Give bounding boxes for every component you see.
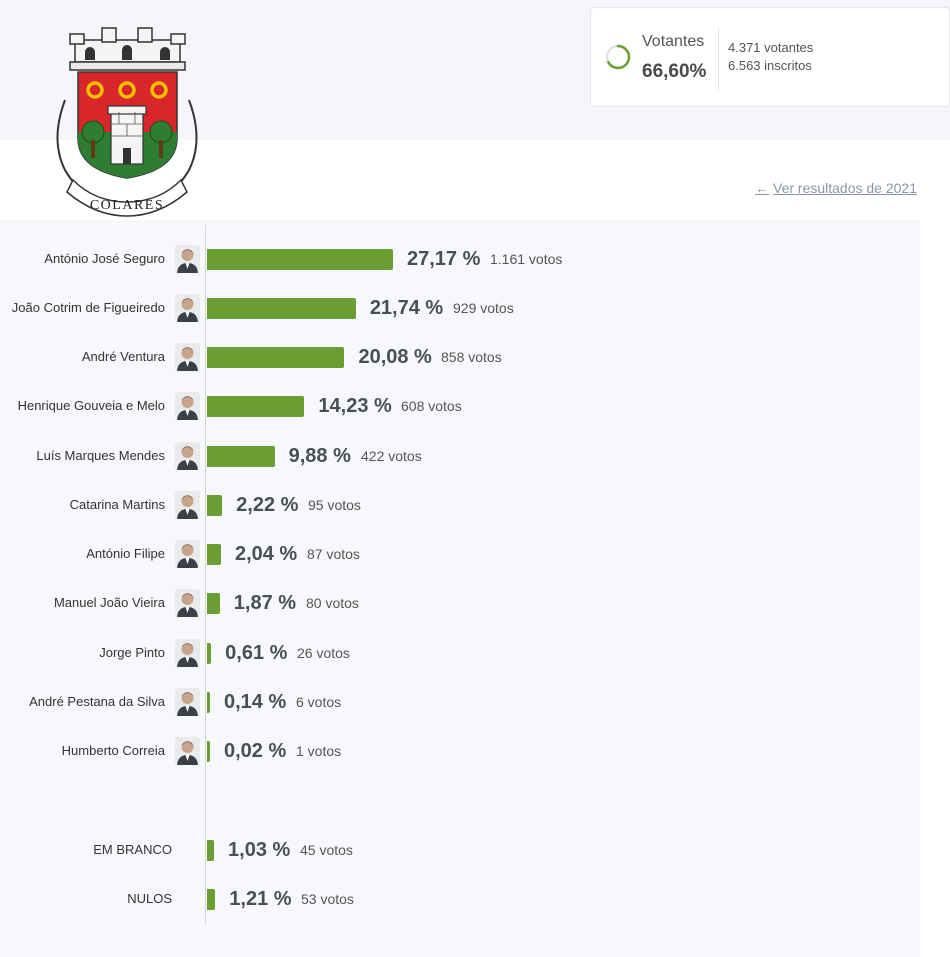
result-bar <box>207 446 275 467</box>
arrow-left-icon: ← <box>755 180 769 196</box>
turnout-registered: 6.563 inscritos <box>728 58 812 73</box>
candidate-photo-icon <box>175 245 200 273</box>
candidate-photo-icon <box>175 491 200 519</box>
turnout-card: Votantes 66,60% 4.371 votantes 6.563 ins… <box>590 7 950 107</box>
result-percent-label: 20,08 % <box>358 346 432 368</box>
crest-ribbon-text: COLARES <box>90 198 164 213</box>
candidate-photo-icon <box>175 442 200 470</box>
previous-results-link[interactable]: ← Ver resultados de 2021 <box>755 180 917 196</box>
result-row: Manuel João Vieira 1,87 % 80 votos <box>0 588 920 618</box>
candidate-name: Catarina Martins <box>69 497 165 512</box>
turnout-ring-icon <box>605 44 631 70</box>
result-bar <box>207 692 210 713</box>
result-votes-label: 1.161 votos <box>490 251 563 267</box>
result-row: Jorge Pinto 0,61 % 26 votos <box>0 638 920 668</box>
candidate-name: Humberto Correia <box>61 743 165 758</box>
candidate-photo-icon <box>175 737 200 765</box>
result-votes-label: 858 votos <box>441 349 502 365</box>
result-percent-label: 0,14 % <box>224 691 287 713</box>
candidate-name: NULOS <box>127 891 172 906</box>
result-percent-label: 27,17 % <box>407 248 481 270</box>
result-bar <box>207 889 216 910</box>
candidate-name: Henrique Gouveia e Melo <box>17 398 165 413</box>
candidate-name: João Cotrim de Figueiredo <box>11 300 165 315</box>
result-row: João Cotrim de Figueiredo 21,74 % 929 voto… <box>0 293 920 323</box>
turnout-label: Votantes <box>642 33 705 50</box>
candidate-name: Luís Marques Mendes <box>36 448 165 463</box>
result-row: Humberto Correia 0,02 % 1 votos <box>0 736 920 766</box>
turnout-divider <box>718 28 719 90</box>
result-bar <box>207 495 223 516</box>
result-percent-label: 0,02 % <box>224 740 287 762</box>
candidate-name: Jorge Pinto <box>99 645 165 660</box>
candidate-photo-icon <box>175 688 200 716</box>
result-bar <box>207 741 210 762</box>
candidate-photo-icon <box>175 589 200 617</box>
candidate-name: EM BRANCO <box>93 842 172 857</box>
result-percent-label: 2,04 % <box>234 543 298 565</box>
chart-axis-line <box>205 225 206 925</box>
result-votes-label: 608 votos <box>401 398 462 414</box>
candidate-photo-icon <box>175 639 200 667</box>
result-percent-label: 14,23 % <box>318 395 392 417</box>
result-votes-label: 422 votos <box>361 448 422 464</box>
candidate-name: André Ventura <box>81 349 165 364</box>
result-votes-label: 26 votos <box>297 645 350 661</box>
result-percent-label: 0,61 % <box>225 642 288 664</box>
candidate-photo-icon <box>175 392 200 420</box>
candidate-name: Manuel João Vieira <box>53 595 165 610</box>
result-votes-label: 87 votos <box>307 546 360 562</box>
result-votes-label: 929 votos <box>453 300 514 316</box>
result-votes-label: 6 votos <box>296 694 342 710</box>
candidate-name: André Pestana da Silva <box>29 694 165 709</box>
result-row: António Filipe 2,04 % 87 votos <box>0 539 920 569</box>
result-row: André Pestana da Silva 0,14 % 6 votos <box>0 687 920 717</box>
candidate-name: António Filipe <box>86 546 165 561</box>
result-row: Catarina Martins 2,22 % 95 votos <box>0 490 920 520</box>
result-row: EM BRANCO 1,03 % 45 votos <box>0 835 920 865</box>
colares-crest-logo: COLARES <box>56 27 198 217</box>
candidate-name: António José Seguro <box>44 251 165 266</box>
result-percent-label: 9,88 % <box>288 445 351 467</box>
chart-area <box>0 220 920 957</box>
result-row: NULOS 1,21 % 53 votos <box>0 884 920 914</box>
result-bar <box>207 544 221 565</box>
result-row: António José Seguro 27,17 % 1.161 votos <box>0 244 920 274</box>
candidate-photo-icon <box>175 294 200 322</box>
candidate-photo-icon <box>175 540 200 568</box>
result-votes-label: 95 votos <box>308 497 361 513</box>
result-bar <box>207 347 345 368</box>
previous-results-link-label: Ver resultados de 2021 <box>773 180 917 196</box>
turnout-voters: 4.371 votantes <box>728 40 814 55</box>
result-votes-label: 80 votos <box>306 595 359 611</box>
result-row: André Ventura 20,08 % 858 votos <box>0 342 920 372</box>
result-percent-label: 2,22 % <box>236 494 299 516</box>
result-bar <box>207 396 305 417</box>
result-percent-label: 1,03 % <box>228 839 291 861</box>
candidate-photo-icon <box>175 343 200 371</box>
result-votes-label: 45 votos <box>300 842 353 858</box>
result-row: Henrique Gouveia e Melo 14,23 % 608 votos <box>0 391 920 421</box>
turnout-percent: 66,60% <box>642 61 707 82</box>
result-percent-label: 1,21 % <box>229 888 292 910</box>
result-bar <box>207 298 356 319</box>
result-votes-label: 53 votos <box>301 891 354 907</box>
result-bar <box>207 643 212 664</box>
result-row: Luís Marques Mendes 9,88 % 422 votos <box>0 441 920 471</box>
result-percent-label: 1,87 % <box>233 592 297 614</box>
result-bar <box>207 249 393 270</box>
result-votes-label: 1 votos <box>296 743 342 759</box>
result-bar <box>207 593 220 614</box>
result-percent-label: 21,74 % <box>369 297 444 319</box>
result-bar <box>207 840 215 861</box>
